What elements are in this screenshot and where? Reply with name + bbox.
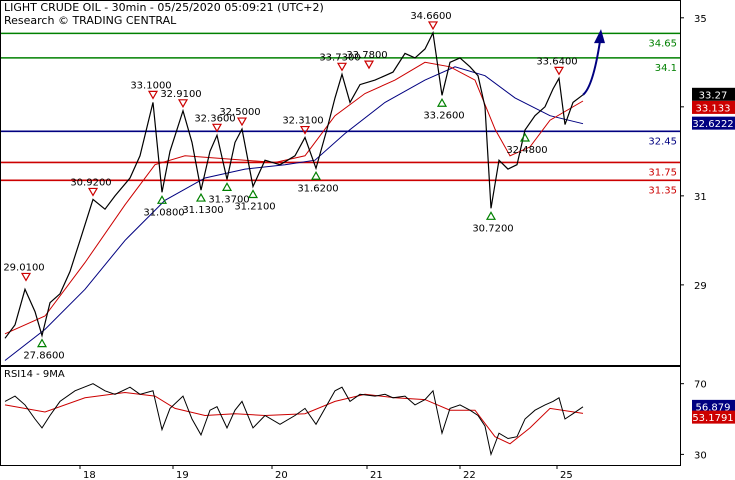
swing-high-label: 34.6600 — [410, 11, 451, 22]
swing-high-label: 33.1000 — [130, 80, 171, 91]
swing-low-label: 31.2100 — [234, 202, 275, 213]
swing-low-label: 31.0800 — [143, 207, 184, 218]
swing-low-label: 33.2600 — [423, 110, 464, 121]
chart-subtitle: Research © TRADING CENTRAL — [4, 14, 177, 27]
price-tag-label: 33.27 — [699, 90, 728, 101]
level-label: 32.45 — [648, 136, 677, 147]
rsi-tag-label: 56.879 — [696, 402, 731, 413]
swing-low-marker — [36, 338, 48, 348]
rsi-pane-frame — [0, 366, 681, 466]
price-tick-label: 31 — [694, 192, 707, 203]
swing-high-label: 29.0100 — [3, 262, 44, 273]
rsi-tag-label: 53.1791 — [692, 413, 733, 424]
swing-high-marker — [211, 123, 223, 133]
swing-low-marker — [221, 182, 233, 191]
swing-high-marker — [20, 272, 32, 282]
swing-high-marker — [363, 60, 375, 70]
x-tick-label: 19 — [176, 470, 189, 480]
x-tick-label: 21 — [370, 470, 383, 480]
x-tick-label: 22 — [463, 470, 476, 480]
rsi-tick-label: 30 — [694, 450, 707, 461]
swing-low-label: 30.7200 — [472, 223, 513, 234]
swing-low-marker — [519, 132, 531, 142]
swing-high-marker — [553, 66, 565, 76]
swing-low-label: 31.3700 — [208, 194, 249, 205]
projection-arrow-head — [594, 29, 605, 44]
price-tick-label: 35 — [694, 14, 707, 25]
swing-low-label: 27.8600 — [23, 351, 64, 362]
swing-high-marker — [87, 187, 99, 197]
swing-low-label: 31.1300 — [182, 205, 223, 216]
ma-fast-line — [4, 61, 584, 335]
price-tick-label: 29 — [694, 281, 707, 292]
swing-high-label: 33.7800 — [346, 50, 387, 61]
swing-high-marker — [147, 90, 159, 100]
rsi-line — [4, 383, 584, 457]
price-tag-label: 33.133 — [696, 103, 731, 114]
swing-high-marker — [299, 125, 311, 135]
projection-arrow — [582, 41, 601, 96]
price-line — [4, 30, 584, 339]
level-label: 34.1 — [655, 63, 677, 74]
swing-low-label: 31.6200 — [297, 183, 338, 194]
swing-high-label: 32.3100 — [282, 116, 323, 127]
swing-low-marker — [436, 98, 448, 107]
x-tick-label: 25 — [560, 470, 573, 480]
swing-high-label: 33.7300 — [319, 52, 360, 63]
rsi-tag-box — [692, 399, 735, 413]
swing-high-label: 33.6400 — [536, 56, 577, 67]
swing-high-label: 32.9100 — [160, 89, 201, 100]
swing-high-marker — [427, 21, 439, 31]
price-tag-box — [692, 116, 735, 130]
swing-low-marker — [195, 192, 207, 202]
price-tag-box — [692, 100, 735, 114]
rsi-tick-label: 70 — [694, 380, 707, 391]
price-tag-box — [692, 87, 735, 101]
rsi-ma-line — [4, 391, 584, 445]
x-tick-label: 20 — [275, 470, 288, 480]
x-tick-label: 18 — [83, 470, 96, 480]
price-pane-frame — [0, 0, 681, 366]
level-label: 31.35 — [648, 185, 677, 196]
ma-slow-line — [4, 66, 584, 361]
swing-high-label: 32.5000 — [219, 107, 260, 118]
swing-low-marker — [310, 171, 322, 180]
swing-low-marker — [247, 189, 259, 199]
swing-high-label: 30.9200 — [70, 177, 111, 188]
rsi-label: RSI14 - 9MA — [4, 369, 65, 380]
rsi-tag-box — [692, 410, 735, 424]
swing-high-marker — [177, 99, 189, 109]
chart-title: LIGHT CRUDE OIL - 30min - 05/25/2020 05:… — [4, 1, 324, 14]
price-tag-label: 32.6222 — [692, 119, 733, 130]
swing-high-label: 32.3600 — [194, 113, 235, 124]
swing-low-marker — [156, 195, 168, 204]
level-label: 31.75 — [648, 167, 677, 178]
swing-high-marker — [236, 117, 248, 127]
level-label: 34.65 — [648, 38, 677, 49]
swing-low-marker — [485, 211, 497, 220]
swing-high-marker — [336, 62, 348, 72]
swing-low-label: 32.4800 — [506, 145, 547, 156]
